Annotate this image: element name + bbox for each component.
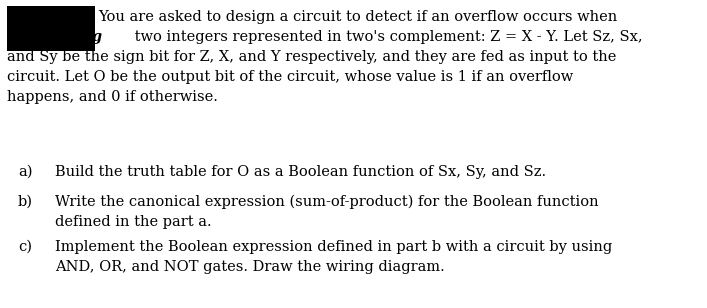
Text: subtracting: subtracting	[7, 30, 102, 44]
Text: and Sy be the sign bit for Z, X, and Y respectively, and they are fed as input t: and Sy be the sign bit for Z, X, and Y r…	[7, 50, 617, 64]
Text: You are asked to design a circuit to detect if an overflow occurs when: You are asked to design a circuit to det…	[98, 10, 617, 24]
Text: circuit. Let O be the output bit of the circuit, whose value is 1 if an overflow: circuit. Let O be the output bit of the …	[7, 70, 573, 84]
Text: Implement the Boolean expression defined in part b with a circuit by using: Implement the Boolean expression defined…	[55, 240, 612, 254]
Bar	[7, 6, 95, 51]
Text: AND, OR, and NOT gates. Draw the wiring diagram.: AND, OR, and NOT gates. Draw the wiring …	[55, 260, 445, 274]
Text: two integers represented in two's complement: Z = X - Y. Let Sz, Sx,: two integers represented in two's comple…	[130, 30, 643, 44]
Text: a): a)	[18, 165, 33, 179]
Text: happens, and 0 if otherwise.: happens, and 0 if otherwise.	[7, 90, 218, 104]
Text: defined in the part a.: defined in the part a.	[55, 215, 211, 229]
Text: Build the truth table for O as a Boolean function of Sx, Sy, and Sz.: Build the truth table for O as a Boolean…	[55, 165, 546, 179]
Text: Write the canonical expression (sum-of-product) for the Boolean function: Write the canonical expression (sum-of-p…	[55, 195, 599, 209]
Text: c): c)	[18, 240, 32, 254]
Text: b): b)	[18, 195, 33, 209]
